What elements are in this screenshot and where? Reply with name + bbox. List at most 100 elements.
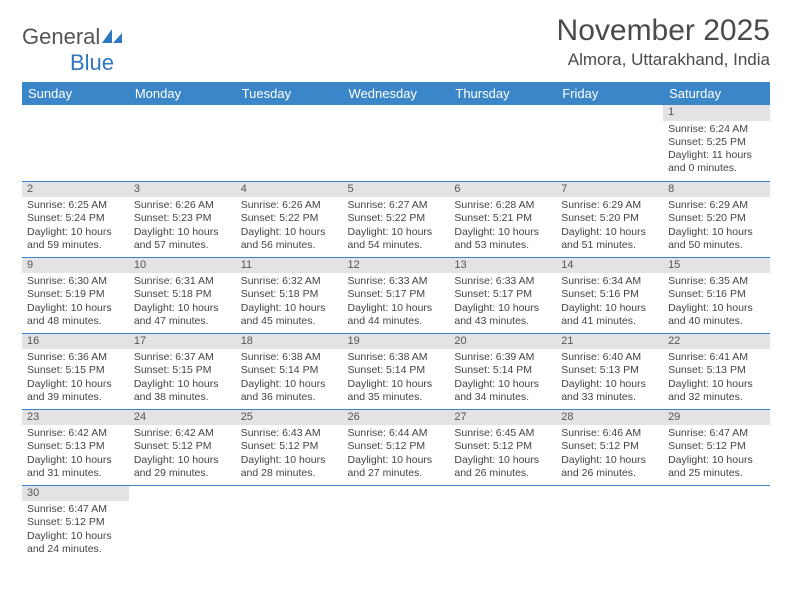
calendar-table: Sunday Monday Tuesday Wednesday Thursday…	[22, 82, 770, 561]
calendar-cell: 29Sunrise: 6:47 AMSunset: 5:12 PMDayligh…	[663, 409, 770, 485]
logo-text-blue: Blue	[70, 50, 114, 75]
day-body: Sunrise: 6:40 AMSunset: 5:13 PMDaylight:…	[556, 349, 663, 407]
calendar-cell: 28Sunrise: 6:46 AMSunset: 5:12 PMDayligh…	[556, 409, 663, 485]
day-number: 27	[449, 410, 556, 426]
day-number: 18	[236, 334, 343, 350]
day-body: Sunrise: 6:42 AMSunset: 5:13 PMDaylight:…	[22, 425, 129, 483]
calendar-cell	[556, 485, 663, 561]
day-body: Sunrise: 6:34 AMSunset: 5:16 PMDaylight:…	[556, 273, 663, 331]
day-number: 12	[343, 258, 450, 274]
calendar-cell: 9Sunrise: 6:30 AMSunset: 5:19 PMDaylight…	[22, 257, 129, 333]
header: General Blue November 2025 Almora, Uttar…	[22, 14, 770, 76]
calendar-cell: 13Sunrise: 6:33 AMSunset: 5:17 PMDayligh…	[449, 257, 556, 333]
day-number: 1	[663, 105, 770, 121]
logo-text-general: General	[22, 24, 100, 49]
day-number: 19	[343, 334, 450, 350]
day-body: Sunrise: 6:30 AMSunset: 5:19 PMDaylight:…	[22, 273, 129, 331]
weekday-friday: Friday	[556, 82, 663, 105]
day-number: 8	[663, 182, 770, 198]
calendar-cell: 11Sunrise: 6:32 AMSunset: 5:18 PMDayligh…	[236, 257, 343, 333]
calendar-cell: 19Sunrise: 6:38 AMSunset: 5:14 PMDayligh…	[343, 333, 450, 409]
calendar-cell	[343, 105, 450, 181]
day-body: Sunrise: 6:38 AMSunset: 5:14 PMDaylight:…	[236, 349, 343, 407]
day-number: 2	[22, 182, 129, 198]
weekday-sunday: Sunday	[22, 82, 129, 105]
calendar-cell: 23Sunrise: 6:42 AMSunset: 5:13 PMDayligh…	[22, 409, 129, 485]
day-number: 22	[663, 334, 770, 350]
calendar-cell	[22, 105, 129, 181]
day-number: 30	[22, 486, 129, 502]
day-number: 25	[236, 410, 343, 426]
day-number: 20	[449, 334, 556, 350]
calendar-cell	[449, 485, 556, 561]
calendar-cell: 6Sunrise: 6:28 AMSunset: 5:21 PMDaylight…	[449, 181, 556, 257]
calendar-cell	[236, 485, 343, 561]
calendar-row: 2Sunrise: 6:25 AMSunset: 5:24 PMDaylight…	[22, 181, 770, 257]
day-number: 11	[236, 258, 343, 274]
calendar-cell	[663, 485, 770, 561]
calendar-row: 30Sunrise: 6:47 AMSunset: 5:12 PMDayligh…	[22, 485, 770, 561]
day-body: Sunrise: 6:28 AMSunset: 5:21 PMDaylight:…	[449, 197, 556, 255]
day-number: 13	[449, 258, 556, 274]
calendar-cell: 24Sunrise: 6:42 AMSunset: 5:12 PMDayligh…	[129, 409, 236, 485]
calendar-cell: 10Sunrise: 6:31 AMSunset: 5:18 PMDayligh…	[129, 257, 236, 333]
day-number: 24	[129, 410, 236, 426]
day-body: Sunrise: 6:43 AMSunset: 5:12 PMDaylight:…	[236, 425, 343, 483]
day-body: Sunrise: 6:24 AMSunset: 5:25 PMDaylight:…	[663, 121, 770, 179]
day-number: 16	[22, 334, 129, 350]
day-number: 17	[129, 334, 236, 350]
day-body: Sunrise: 6:38 AMSunset: 5:14 PMDaylight:…	[343, 349, 450, 407]
day-number: 26	[343, 410, 450, 426]
calendar-row: 1Sunrise: 6:24 AMSunset: 5:25 PMDaylight…	[22, 105, 770, 181]
day-number: 4	[236, 182, 343, 198]
day-body: Sunrise: 6:44 AMSunset: 5:12 PMDaylight:…	[343, 425, 450, 483]
calendar-cell: 25Sunrise: 6:43 AMSunset: 5:12 PMDayligh…	[236, 409, 343, 485]
calendar-cell	[129, 105, 236, 181]
weekday-saturday: Saturday	[663, 82, 770, 105]
day-body: Sunrise: 6:33 AMSunset: 5:17 PMDaylight:…	[449, 273, 556, 331]
calendar-cell: 26Sunrise: 6:44 AMSunset: 5:12 PMDayligh…	[343, 409, 450, 485]
calendar-cell: 16Sunrise: 6:36 AMSunset: 5:15 PMDayligh…	[22, 333, 129, 409]
day-number: 3	[129, 182, 236, 198]
calendar-cell: 2Sunrise: 6:25 AMSunset: 5:24 PMDaylight…	[22, 181, 129, 257]
calendar-cell	[556, 105, 663, 181]
day-body: Sunrise: 6:37 AMSunset: 5:15 PMDaylight:…	[129, 349, 236, 407]
title-block: November 2025 Almora, Uttarakhand, India	[557, 14, 770, 70]
logo: General Blue	[22, 24, 124, 76]
day-body: Sunrise: 6:32 AMSunset: 5:18 PMDaylight:…	[236, 273, 343, 331]
day-number: 14	[556, 258, 663, 274]
calendar-cell: 12Sunrise: 6:33 AMSunset: 5:17 PMDayligh…	[343, 257, 450, 333]
weekday-header-row: Sunday Monday Tuesday Wednesday Thursday…	[22, 82, 770, 105]
calendar-row: 23Sunrise: 6:42 AMSunset: 5:13 PMDayligh…	[22, 409, 770, 485]
weekday-thursday: Thursday	[449, 82, 556, 105]
calendar-cell: 5Sunrise: 6:27 AMSunset: 5:22 PMDaylight…	[343, 181, 450, 257]
calendar-cell: 27Sunrise: 6:45 AMSunset: 5:12 PMDayligh…	[449, 409, 556, 485]
day-body: Sunrise: 6:26 AMSunset: 5:22 PMDaylight:…	[236, 197, 343, 255]
day-number: 6	[449, 182, 556, 198]
weekday-tuesday: Tuesday	[236, 82, 343, 105]
day-body: Sunrise: 6:31 AMSunset: 5:18 PMDaylight:…	[129, 273, 236, 331]
day-body: Sunrise: 6:47 AMSunset: 5:12 PMDaylight:…	[22, 501, 129, 559]
calendar-cell: 21Sunrise: 6:40 AMSunset: 5:13 PMDayligh…	[556, 333, 663, 409]
day-number: 29	[663, 410, 770, 426]
day-body: Sunrise: 6:46 AMSunset: 5:12 PMDaylight:…	[556, 425, 663, 483]
weekday-wednesday: Wednesday	[343, 82, 450, 105]
calendar-cell: 14Sunrise: 6:34 AMSunset: 5:16 PMDayligh…	[556, 257, 663, 333]
day-body: Sunrise: 6:25 AMSunset: 5:24 PMDaylight:…	[22, 197, 129, 255]
location: Almora, Uttarakhand, India	[557, 50, 770, 70]
calendar-cell: 20Sunrise: 6:39 AMSunset: 5:14 PMDayligh…	[449, 333, 556, 409]
day-number: 9	[22, 258, 129, 274]
calendar-cell: 30Sunrise: 6:47 AMSunset: 5:12 PMDayligh…	[22, 485, 129, 561]
calendar-cell: 22Sunrise: 6:41 AMSunset: 5:13 PMDayligh…	[663, 333, 770, 409]
calendar-cell: 15Sunrise: 6:35 AMSunset: 5:16 PMDayligh…	[663, 257, 770, 333]
day-body: Sunrise: 6:29 AMSunset: 5:20 PMDaylight:…	[663, 197, 770, 255]
day-number: 10	[129, 258, 236, 274]
day-body: Sunrise: 6:39 AMSunset: 5:14 PMDaylight:…	[449, 349, 556, 407]
calendar-cell: 1Sunrise: 6:24 AMSunset: 5:25 PMDaylight…	[663, 105, 770, 181]
calendar-cell: 18Sunrise: 6:38 AMSunset: 5:14 PMDayligh…	[236, 333, 343, 409]
calendar-cell	[236, 105, 343, 181]
weekday-monday: Monday	[129, 82, 236, 105]
logo-sail-icon	[101, 28, 123, 44]
calendar-cell	[129, 485, 236, 561]
calendar-row: 16Sunrise: 6:36 AMSunset: 5:15 PMDayligh…	[22, 333, 770, 409]
